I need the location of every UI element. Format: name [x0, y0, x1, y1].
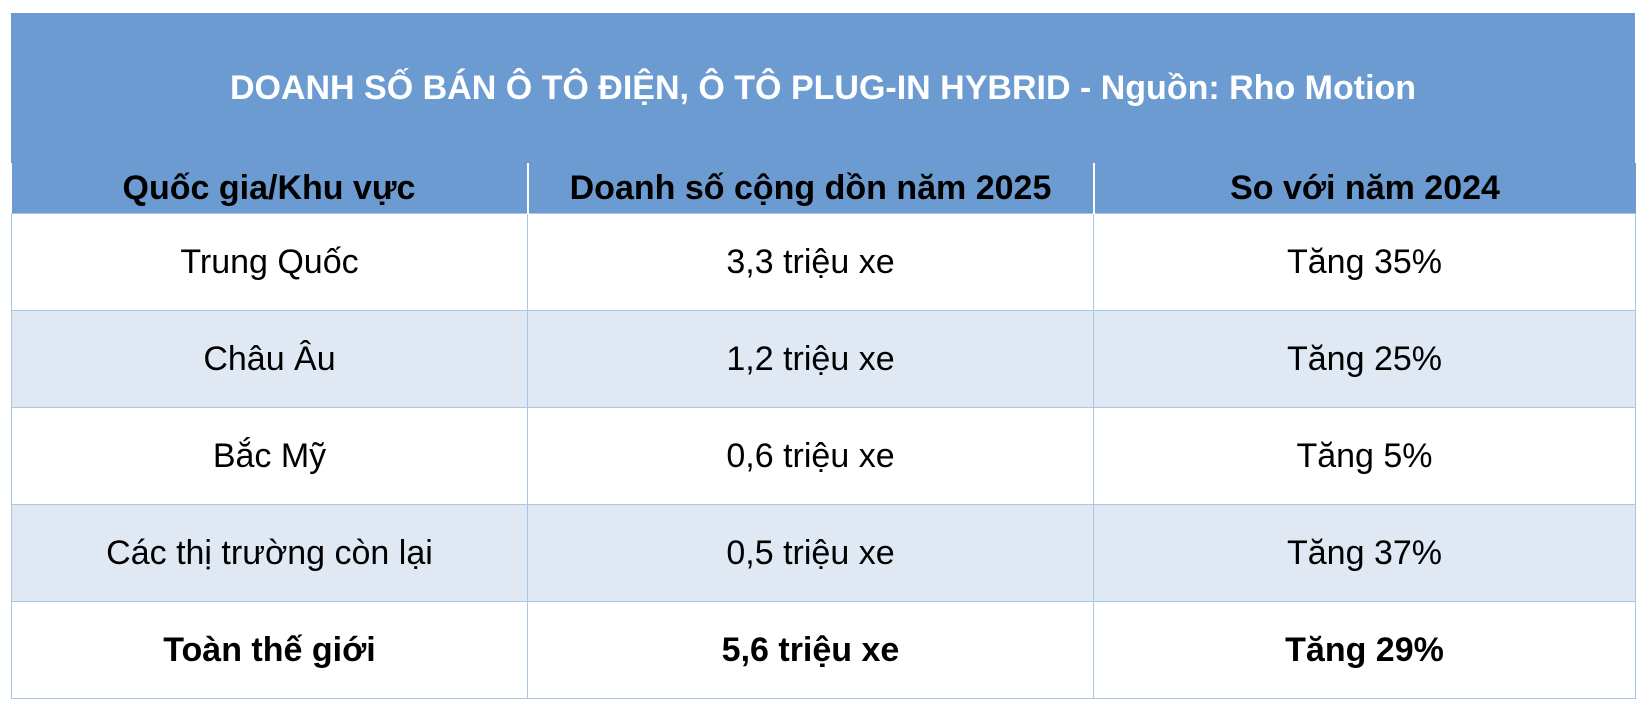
table-cell: Tăng 25% — [1093, 310, 1636, 408]
table-cell: Tăng 29% — [1093, 601, 1636, 699]
header-cell: Quốc gia/Khu vực — [11, 163, 528, 214]
table-cell: 3,3 triệu xe — [527, 213, 1094, 311]
table-cell: Tăng 37% — [1093, 504, 1636, 602]
table-body: Trung Quốc 3,3 triệu xe Tăng 35% Châu Âu 1,2… — [11, 213, 1636, 699]
table-cell: Tăng 35% — [1093, 213, 1636, 311]
table-cell: 5,6 triệu xe — [527, 601, 1094, 699]
table-row: Bắc Mỹ 0,6 triệu xe Tăng 5% — [11, 407, 1636, 505]
table-cell: 1,2 triệu xe — [527, 310, 1094, 408]
table-cell: Tăng 5% — [1093, 407, 1636, 505]
table-row: Trung Quốc 3,3 triệu xe Tăng 35% — [11, 213, 1636, 311]
table-cell: 0,5 triệu xe — [527, 504, 1094, 602]
table-row: Toàn thế giới 5,6 triệu xe Tăng 29% — [11, 601, 1636, 699]
table-cell: Toàn thế giới — [11, 601, 528, 699]
header-cell: Doanh số cộng dồn năm 2025 — [526, 163, 1094, 214]
table-cell: Trung Quốc — [11, 213, 528, 311]
table-cell: Châu Âu — [11, 310, 528, 408]
table-row: Châu Âu 1,2 triệu xe Tăng 25% — [11, 310, 1636, 408]
table-container: DOANH SỐ BÁN Ô TÔ ĐIỆN, Ô TÔ PLUG-IN HYB… — [11, 13, 1636, 699]
table-cell: 0,6 triệu xe — [527, 407, 1094, 505]
table-cell: Bắc Mỹ — [11, 407, 528, 505]
table-cell: Các thị trường còn lại — [11, 504, 528, 602]
table-title: DOANH SỐ BÁN Ô TÔ ĐIỆN, Ô TÔ PLUG-IN HYB… — [11, 13, 1635, 163]
header-row: Quốc gia/Khu vực Doanh số cộng dồn năm 2… — [11, 163, 1636, 214]
table-row: Các thị trường còn lại 0,5 triệu xe Tăng 3… — [11, 504, 1636, 602]
header-cell: So với năm 2024 — [1092, 163, 1636, 214]
sales-table: Quốc gia/Khu vực Doanh số cộng dồn năm 2… — [11, 163, 1636, 699]
